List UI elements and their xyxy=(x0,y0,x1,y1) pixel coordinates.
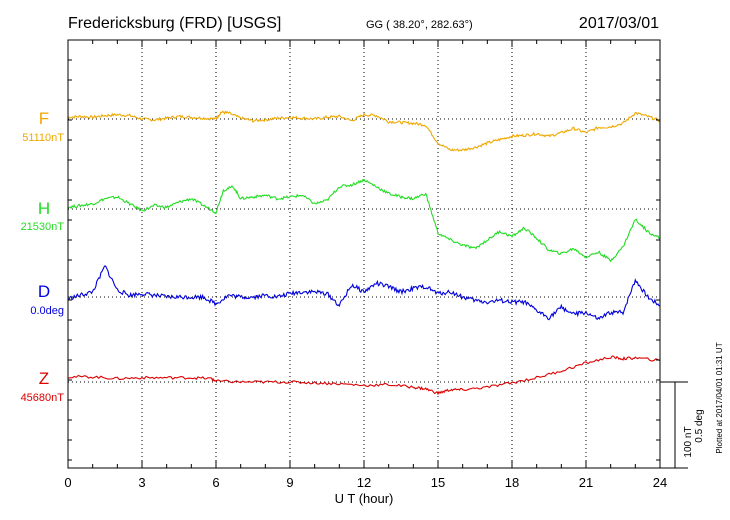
x-axis-label: U T (hour) xyxy=(335,491,394,506)
station-title: Fredericksburg (FRD) [USGS] xyxy=(68,15,281,32)
x-tick-label: 21 xyxy=(579,475,593,490)
x-tick-label: 15 xyxy=(431,475,445,490)
scale-nt-label: 100 nT xyxy=(683,426,694,457)
plotted-at-note: Plotted at 2017/04/01 01:31 UT xyxy=(715,342,724,453)
component-label-h: H xyxy=(38,199,50,218)
date-label: 2017/03/01 xyxy=(579,15,659,32)
series-line-z xyxy=(67,355,661,396)
baseline-value-h: 21530nT xyxy=(21,221,65,233)
component-labels: F 51110nT H 21530nT D 0.0deg Z 45680nT xyxy=(21,109,65,404)
series-line-d xyxy=(67,265,661,321)
series-line-f xyxy=(67,110,661,152)
coordinates-label: GG ( 38.20°, 282.63°) xyxy=(366,19,473,31)
series-line-h xyxy=(67,178,661,263)
component-label-d: D xyxy=(38,282,50,301)
scale-bar: 100 nT 0.5 deg xyxy=(660,381,705,469)
component-label-z: Z xyxy=(39,369,49,388)
series-layer xyxy=(67,110,661,396)
x-tick-label: 9 xyxy=(286,475,293,490)
x-tick-label: 18 xyxy=(505,475,519,490)
baseline-value-f: 51110nT xyxy=(22,132,64,144)
x-tick-label: 24 xyxy=(653,475,667,490)
grid xyxy=(68,40,660,468)
x-tick-label: 12 xyxy=(357,475,371,490)
baseline-value-d: 0.0deg xyxy=(30,305,64,317)
x-tick-label: 0 xyxy=(64,475,71,490)
x-tick-labels: 0 3 6 9 12 15 18 21 24 xyxy=(64,475,667,490)
x-tick-label: 6 xyxy=(212,475,219,490)
scale-deg-label: 0.5 deg xyxy=(694,409,705,442)
x-tick-label: 3 xyxy=(138,475,145,490)
axis-ticks xyxy=(67,40,661,468)
baseline-value-z: 45680nT xyxy=(21,392,65,404)
component-label-f: F xyxy=(39,109,49,128)
